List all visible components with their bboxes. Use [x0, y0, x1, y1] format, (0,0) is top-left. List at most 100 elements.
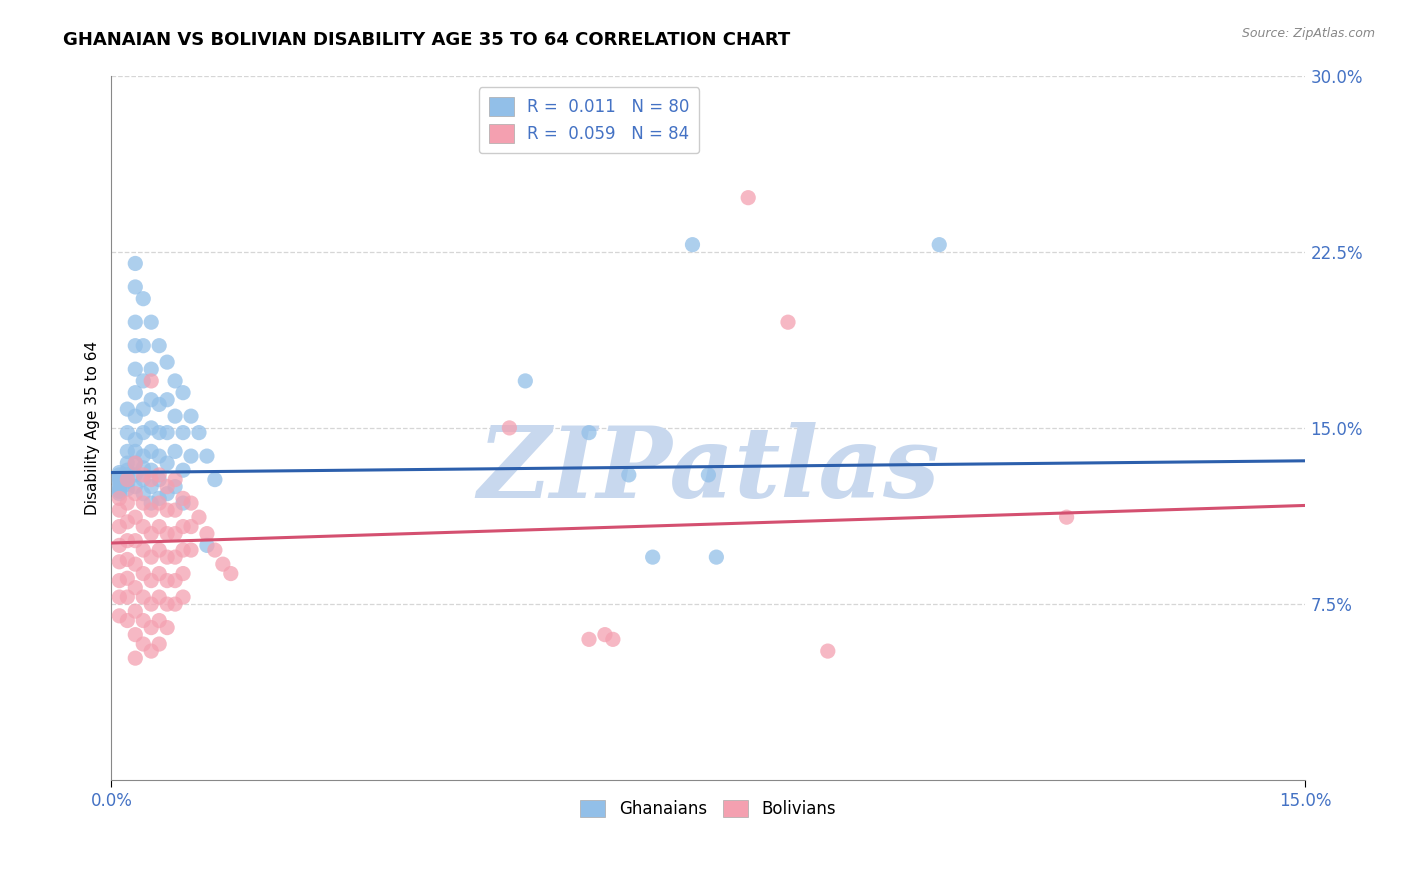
Point [219, 566, 242, 581]
Text: Source: ZipAtlas.com: Source: ZipAtlas.com [1241, 27, 1375, 40]
Point [117, 496, 139, 510]
Point [180, 519, 202, 533]
Point [188, 425, 211, 440]
Point [108, 538, 131, 552]
Point [132, 566, 155, 581]
Point [132, 402, 155, 417]
Point [124, 627, 146, 641]
Point [165, 409, 187, 424]
Point [195, 538, 218, 552]
Point [124, 480, 146, 494]
Point [180, 496, 202, 510]
Point [117, 590, 139, 604]
Point [156, 392, 179, 407]
Point [124, 456, 146, 470]
Point [141, 392, 163, 407]
Point [108, 574, 131, 588]
Point [148, 496, 170, 510]
Point [108, 503, 131, 517]
Point [132, 473, 155, 487]
Point [108, 484, 131, 499]
Point [593, 627, 616, 641]
Point [172, 463, 194, 477]
Point [148, 519, 170, 533]
Point [117, 571, 139, 585]
Point [180, 409, 202, 424]
Point [132, 496, 155, 510]
Point [204, 473, 226, 487]
Point [108, 466, 131, 480]
Point [165, 503, 187, 517]
Point [117, 467, 139, 482]
Point [1056, 510, 1078, 524]
Point [108, 473, 131, 487]
Legend: Ghanaians, Bolivians: Ghanaians, Bolivians [574, 793, 844, 825]
Point [156, 550, 179, 565]
Point [132, 339, 155, 353]
Point [737, 191, 759, 205]
Point [141, 621, 163, 635]
Point [141, 463, 163, 477]
Point [180, 449, 202, 463]
Point [117, 515, 139, 529]
Point [172, 519, 194, 533]
Point [141, 444, 163, 458]
Point [141, 503, 163, 517]
Point [117, 425, 139, 440]
Point [141, 496, 163, 510]
Point [124, 557, 146, 571]
Point [124, 256, 146, 270]
Point [148, 590, 170, 604]
Point [117, 473, 139, 487]
Point [141, 550, 163, 565]
Point [776, 315, 799, 329]
Point [156, 503, 179, 517]
Point [211, 557, 233, 571]
Point [132, 425, 155, 440]
Point [132, 486, 155, 500]
Point [617, 467, 640, 482]
Point [124, 444, 146, 458]
Point [117, 463, 139, 477]
Point [148, 339, 170, 353]
Point [172, 566, 194, 581]
Point [148, 614, 170, 628]
Point [124, 604, 146, 618]
Point [165, 374, 187, 388]
Point [188, 510, 211, 524]
Point [124, 510, 146, 524]
Point [172, 543, 194, 558]
Point [172, 590, 194, 604]
Point [498, 421, 520, 435]
Point [117, 473, 139, 487]
Point [124, 581, 146, 595]
Point [817, 644, 839, 658]
Point [172, 425, 194, 440]
Point [148, 397, 170, 411]
Point [132, 374, 155, 388]
Point [148, 491, 170, 506]
Point [124, 433, 146, 447]
Point [165, 473, 187, 487]
Point [108, 590, 131, 604]
Point [148, 566, 170, 581]
Point [195, 449, 218, 463]
Point [697, 467, 720, 482]
Point [124, 651, 146, 665]
Point [156, 486, 179, 500]
Text: ZIPatlas: ZIPatlas [477, 422, 939, 518]
Point [682, 237, 704, 252]
Point [141, 421, 163, 435]
Point [124, 385, 146, 400]
Point [148, 637, 170, 651]
Point [141, 597, 163, 611]
Point [602, 632, 624, 647]
Point [124, 280, 146, 294]
Point [108, 486, 131, 500]
Point [117, 444, 139, 458]
Point [165, 597, 187, 611]
Point [141, 374, 163, 388]
Point [165, 574, 187, 588]
Point [148, 449, 170, 463]
Point [108, 482, 131, 496]
